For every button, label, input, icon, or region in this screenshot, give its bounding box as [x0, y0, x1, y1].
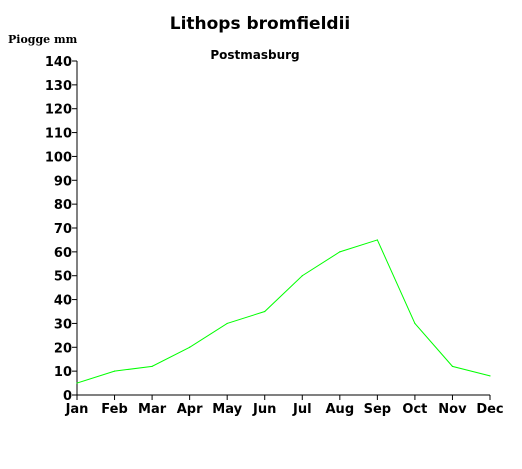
x-tick-label: Jul: [292, 402, 312, 417]
data-point: [414, 322, 416, 325]
data-point: [451, 365, 454, 367]
y-tick-label: 90: [54, 174, 72, 189]
y-tick-label: 80: [54, 198, 72, 213]
data-point: [76, 382, 78, 384]
x-tick-label: Aug: [326, 402, 355, 417]
x-tick-label: Feb: [101, 402, 127, 417]
data-point: [376, 239, 378, 241]
y-tick-label: 10: [54, 365, 72, 380]
y-ticks: 0 10 20 30 40 50 60 70 80 90 100 110 120 130 140: [45, 55, 77, 404]
y-tick-label: 50: [54, 270, 72, 285]
data-point: [489, 375, 491, 377]
x-tick-label: Nov: [438, 402, 467, 417]
x-tick-label: Sep: [364, 402, 392, 417]
x-tick-label: Apr: [177, 402, 203, 417]
y-tick-label: 120: [45, 103, 72, 118]
data-point: [339, 251, 341, 253]
x-tick-label: Oct: [402, 402, 427, 417]
data-point: [151, 365, 153, 367]
series-group: [76, 239, 491, 384]
y-tick-label: 60: [54, 246, 72, 261]
y-tick-label: 30: [54, 317, 72, 332]
data-point: [264, 310, 266, 313]
chart-title: Lithops bromfieldii: [170, 14, 351, 34]
y-tick-label: 140: [45, 55, 72, 70]
x-tick-label: Jun: [252, 402, 276, 417]
data-point: [301, 275, 303, 277]
y-tick-label: 0: [63, 389, 72, 404]
x-tick-label: Jan: [65, 402, 89, 417]
series-line: [76, 239, 491, 384]
x-tick-label: Mar: [138, 402, 167, 417]
y-tick-label: 70: [54, 222, 72, 237]
y-axis-label: Piogge mm: [8, 33, 78, 46]
x-tick-label: May: [212, 402, 242, 417]
y-tick-label: 130: [45, 79, 72, 94]
x-tick-label: Dec: [476, 402, 503, 417]
x-ticks: Jan Feb Mar Apr May Jun Jul Aug Sep Oct Nov Dec: [65, 395, 504, 417]
y-tick-label: 40: [54, 294, 72, 309]
data-point: [226, 322, 228, 325]
data-point: [113, 370, 116, 372]
y-tick-label: 110: [45, 127, 72, 142]
y-tick-label: 20: [54, 341, 72, 356]
chart-subtitle: Postmasburg: [210, 48, 299, 62]
data-point: [189, 346, 191, 348]
y-tick-label: 100: [45, 150, 72, 165]
